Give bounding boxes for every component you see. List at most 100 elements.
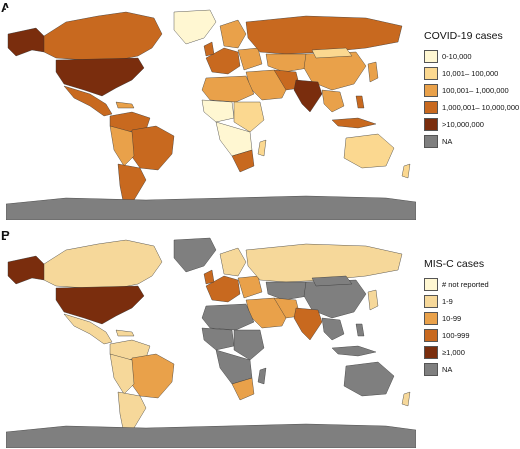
region-madagascar bbox=[257, 367, 267, 385]
region-europe-west bbox=[205, 275, 241, 303]
region-scandinavia bbox=[219, 19, 247, 49]
region-greenland bbox=[173, 9, 217, 45]
legend-item: 100-999 bbox=[424, 327, 520, 344]
region-canada bbox=[43, 11, 163, 61]
region-scandinavia bbox=[219, 247, 247, 277]
legend-swatch bbox=[424, 135, 438, 148]
region-indonesia bbox=[331, 117, 377, 129]
region-philippines bbox=[355, 95, 365, 109]
region-caribbean bbox=[115, 329, 135, 337]
legend-swatch bbox=[424, 312, 438, 325]
legend-title: MIS-C cases bbox=[424, 258, 485, 270]
legend-swatch bbox=[424, 84, 438, 97]
legend-swatch bbox=[424, 67, 438, 80]
region-canada bbox=[43, 239, 163, 289]
region-west-africa bbox=[201, 327, 235, 351]
region-new-zealand bbox=[401, 391, 411, 407]
legend-swatch bbox=[424, 50, 438, 63]
legend-item: 1,000,001– 10,000,000 bbox=[424, 99, 520, 116]
legend-label: 1-9 bbox=[442, 297, 453, 306]
legend-label: 10,001– 100,000 bbox=[442, 69, 499, 78]
legend-swatch bbox=[424, 118, 438, 131]
region-china bbox=[303, 279, 367, 319]
region-mongolia bbox=[311, 47, 353, 59]
legend-misc-cases: MIS-C cases # not reported 1-9 10-99 100… bbox=[424, 258, 520, 378]
region-peru-bolivia bbox=[109, 353, 135, 395]
region-europe-west bbox=[205, 47, 241, 75]
legend-label: NA bbox=[442, 137, 453, 146]
region-mexico bbox=[63, 85, 113, 117]
region-south-africa bbox=[231, 149, 255, 173]
legend-label: 100,001– 1,000,000 bbox=[442, 86, 509, 95]
region-eastern-europe bbox=[237, 47, 263, 71]
legend-label: # not reported bbox=[442, 280, 489, 289]
region-china bbox=[303, 51, 367, 91]
world-map-covid bbox=[6, 8, 416, 220]
region-greenland bbox=[173, 237, 217, 273]
legend-label: >10,000,000 bbox=[442, 120, 484, 129]
legend-item: 1-9 bbox=[424, 293, 520, 310]
legend-item: NA bbox=[424, 361, 520, 378]
region-south-africa bbox=[231, 377, 255, 401]
region-antarctica bbox=[6, 195, 416, 220]
region-eastern-europe bbox=[237, 275, 263, 299]
region-japan bbox=[367, 289, 379, 311]
legend-item: 100,001– 1,000,000 bbox=[424, 82, 520, 99]
region-southeast-asia bbox=[321, 89, 345, 113]
legend-swatch bbox=[424, 329, 438, 342]
legend-swatch bbox=[424, 295, 438, 308]
panel-letter-b: B bbox=[1, 228, 11, 243]
legend-item: NA bbox=[424, 133, 520, 150]
legend-title: COVID-19 cases bbox=[424, 30, 503, 42]
region-west-africa bbox=[201, 99, 235, 123]
region-india bbox=[293, 79, 323, 113]
legend-label: 10-99 bbox=[442, 314, 462, 323]
legend-label: 1,000,001– 10,000,000 bbox=[442, 103, 520, 112]
region-east-africa bbox=[233, 329, 265, 361]
legend-item: 10-99 bbox=[424, 310, 520, 327]
region-australia bbox=[343, 361, 395, 397]
region-australia bbox=[343, 133, 395, 169]
panel-misc-cases: B MIS-C case bbox=[0, 228, 520, 449]
region-new-zealand bbox=[401, 163, 411, 179]
region-mongolia bbox=[311, 275, 353, 287]
region-usa bbox=[55, 57, 145, 97]
panel-covid-cases: A bbox=[0, 0, 520, 224]
legend-label: ≥1,000 bbox=[442, 348, 465, 357]
region-russia bbox=[245, 15, 403, 55]
legend-swatch bbox=[424, 101, 438, 114]
region-madagascar bbox=[257, 139, 267, 157]
region-alaska bbox=[7, 255, 47, 285]
legend-item: # not reported bbox=[424, 276, 520, 293]
region-japan bbox=[367, 61, 379, 83]
region-caribbean bbox=[115, 101, 135, 109]
legend-covid-cases: COVID-19 cases 0-10,000 10,001– 100,000 … bbox=[424, 30, 520, 150]
region-uk bbox=[203, 269, 215, 285]
region-kazakhstan bbox=[265, 53, 309, 73]
legend-label: NA bbox=[442, 365, 453, 374]
region-east-africa bbox=[233, 101, 265, 133]
region-antarctica bbox=[6, 423, 416, 448]
region-southeast-asia bbox=[321, 317, 345, 341]
region-peru-bolivia bbox=[109, 125, 135, 167]
legend-item: >10,000,000 bbox=[424, 116, 520, 133]
legend-label: 100-999 bbox=[442, 331, 470, 340]
region-kazakhstan bbox=[265, 281, 309, 301]
world-map-misc bbox=[6, 236, 416, 448]
region-uk bbox=[203, 41, 215, 57]
legend-swatch bbox=[424, 363, 438, 376]
legend-item: 10,001– 100,000 bbox=[424, 65, 520, 82]
region-indonesia bbox=[331, 345, 377, 357]
legend-item: 0-10,000 bbox=[424, 48, 520, 65]
region-india bbox=[293, 307, 323, 341]
legend-item: ≥1,000 bbox=[424, 344, 520, 361]
region-mexico bbox=[63, 313, 113, 345]
legend-label: 0-10,000 bbox=[442, 52, 472, 61]
region-alaska bbox=[7, 27, 47, 57]
region-usa bbox=[55, 285, 145, 325]
legend-swatch bbox=[424, 278, 438, 291]
legend-swatch bbox=[424, 346, 438, 359]
region-russia bbox=[245, 243, 403, 283]
panel-letter-a: A bbox=[1, 0, 11, 15]
region-philippines bbox=[355, 323, 365, 337]
